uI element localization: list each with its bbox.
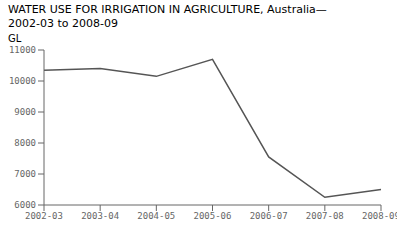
svg-text:9000: 9000 (14, 107, 36, 117)
svg-text:8000: 8000 (14, 138, 36, 148)
html-text:WATER USE FOR IRRIGATION IN AG: WATER USE FOR IRRIGATION IN AGRICULTURE,… (8, 3, 327, 16)
svg-text:2006-07: 2006-07 (250, 211, 288, 221)
svg-text:2003-04: 2003-04 (81, 211, 119, 221)
svg-text:11000: 11000 (9, 45, 36, 55)
svg-text:2005-06: 2005-06 (194, 211, 232, 221)
svg-text:7000: 7000 (14, 169, 36, 179)
svg-text:2007-08: 2007-08 (306, 211, 344, 221)
svg-text:2002-03: 2002-03 (25, 211, 63, 221)
svg-text:2004-05: 2004-05 (137, 211, 175, 221)
svg-text:10000: 10000 (9, 76, 36, 86)
html-text:GL: GL (8, 33, 22, 44)
svg-text:6000: 6000 (14, 200, 36, 210)
svg-text:2008-09: 2008-09 (362, 211, 389, 221)
html-text:2002-03 to 2008-09: 2002-03 to 2008-09 (8, 17, 118, 30)
